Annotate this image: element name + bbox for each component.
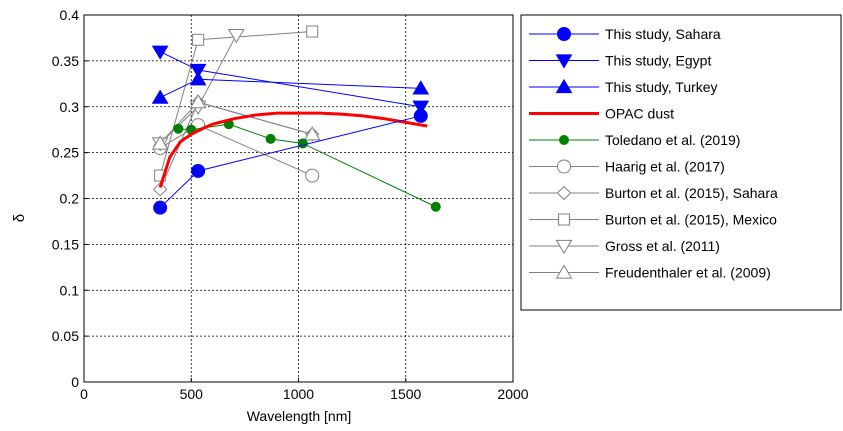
legend-label: Haarig et al. (2017) <box>605 159 725 175</box>
data-point <box>412 80 430 95</box>
y-tick-label: 0.2 <box>60 191 80 207</box>
data-point <box>151 135 169 150</box>
data-point <box>227 29 245 44</box>
y-tick-label: 0.3 <box>60 99 80 115</box>
legend-item: Freudenthaler et al. (2009) <box>529 264 771 281</box>
data-point <box>189 94 207 109</box>
series-line <box>159 101 313 190</box>
legend-marker <box>555 78 573 94</box>
data-point <box>265 133 276 144</box>
legend-item: Toledano et al. (2019) <box>529 132 740 148</box>
y-axis-label: δ <box>11 214 28 222</box>
y-tick-label: 0.15 <box>52 236 79 252</box>
legend-label: Burton et al. (2015), Mexico <box>605 212 777 228</box>
series-layer <box>151 25 441 215</box>
series-5 <box>153 118 320 183</box>
x-tick-label: 1000 <box>283 386 314 402</box>
x-tick-label: 2000 <box>497 386 528 402</box>
data-point <box>173 123 184 134</box>
legend-item: This study, Sahara <box>529 26 721 42</box>
legend-marker <box>555 239 573 255</box>
legend-marker <box>558 213 570 226</box>
y-tick-label: 0 <box>71 374 79 390</box>
data-point <box>305 168 320 183</box>
legend-label: Burton et al. (2015), Sahara <box>605 185 778 201</box>
legend-marker <box>557 27 571 41</box>
legend-box <box>520 14 842 311</box>
y-tick-label: 0.1 <box>60 282 80 298</box>
y-tick-label: 0.05 <box>52 328 79 344</box>
y-tick-label: 0.25 <box>52 145 79 161</box>
x-tick-label: 0 <box>80 386 88 402</box>
grid-lines <box>83 14 514 383</box>
series-2 <box>151 71 430 104</box>
legend-label: This study, Turkey <box>605 79 718 95</box>
legend-marker <box>555 264 573 279</box>
legend: This study, Sahara This study, Egypt This … <box>520 14 842 311</box>
legend-label: Toledano et al. (2019) <box>605 132 740 148</box>
x-tick-label: 500 <box>180 386 204 402</box>
legend-label: This study, Egypt <box>605 53 711 69</box>
legend-item: Haarig et al. (2017) <box>529 159 725 175</box>
data-point <box>189 63 207 79</box>
data-point <box>303 126 321 141</box>
data-point <box>153 200 168 215</box>
legend-item: Burton et al. (2015), Mexico <box>529 212 777 228</box>
data-point <box>151 89 169 104</box>
data-point <box>152 182 168 197</box>
x-tick-label: 1500 <box>390 386 421 402</box>
series-line <box>159 31 313 176</box>
series-line <box>158 111 428 188</box>
legend-item: This study, Egypt <box>529 53 711 69</box>
legend-label: Freudenthaler et al. (2009) <box>605 265 771 281</box>
series-3 <box>158 111 428 188</box>
legend-item: OPAC dust <box>529 106 674 122</box>
data-point <box>154 169 167 182</box>
data-point <box>412 100 430 115</box>
data-point <box>191 163 206 178</box>
legend-marker <box>556 185 572 201</box>
series-1 <box>151 45 430 115</box>
legend-label: Gross et al. (2011) <box>605 238 720 254</box>
series-0 <box>153 108 428 215</box>
x-axis-label: Wavelength [nm] <box>247 408 352 424</box>
legend-marker <box>555 54 573 69</box>
data-point <box>297 138 308 149</box>
data-point <box>192 33 205 46</box>
y-tick-label: 0.4 <box>60 7 80 23</box>
legend-label: This study, Sahara <box>605 26 721 42</box>
data-point <box>430 201 441 212</box>
series-line <box>159 124 313 177</box>
data-point <box>189 71 207 86</box>
data-point <box>306 25 319 38</box>
series-9 <box>151 94 321 150</box>
series-7 <box>154 25 319 182</box>
legend-marker <box>559 135 569 145</box>
data-point <box>151 45 169 60</box>
legend-item: Gross et al. (2011) <box>529 238 720 255</box>
axis-ticks: 0 500 1000 1500 2000 0 0.05 0.1 0.15 0.2 0.25 0.3 0.… <box>52 7 529 402</box>
legend-marker <box>557 159 571 174</box>
y-tick-label: 0.35 <box>52 53 79 69</box>
legend-item: Burton et al. (2015), Sahara <box>529 185 778 201</box>
legend-item: This study, Turkey <box>529 78 718 95</box>
legend-label: OPAC dust <box>605 106 674 122</box>
